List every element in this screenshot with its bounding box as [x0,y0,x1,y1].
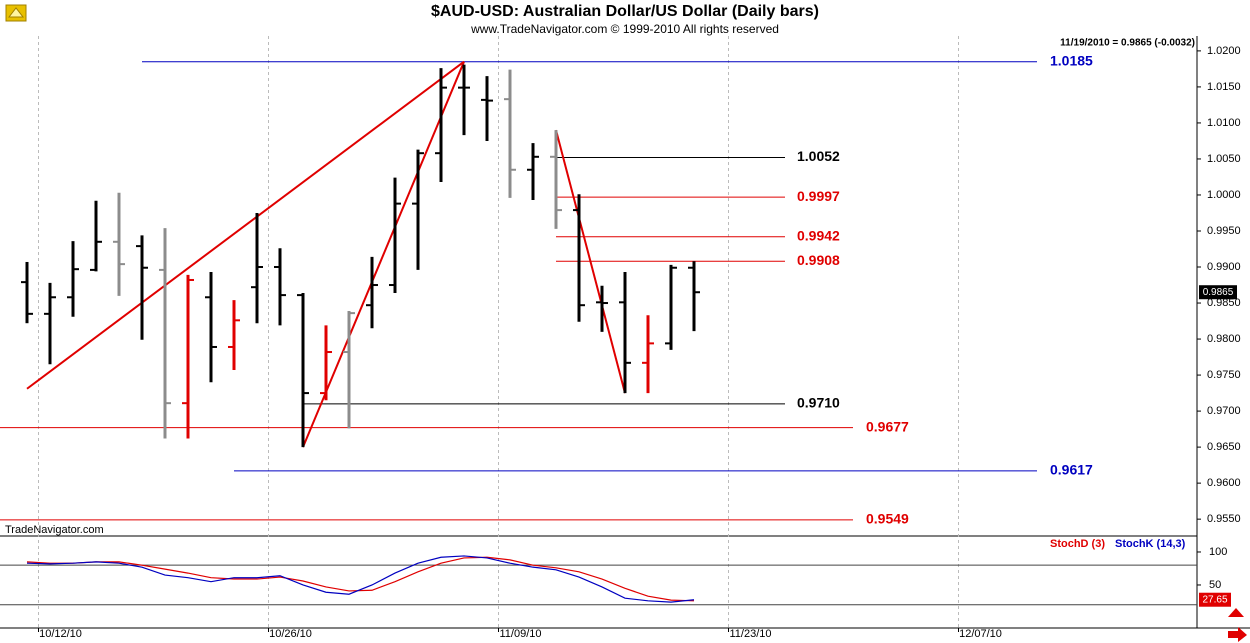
trend-line [26,60,465,390]
chart-subtitle: www.TradeNavigator.com © 1999-2010 All r… [470,22,779,36]
chart-title: $AUD-USD: Australian Dollar/US Dollar (D… [431,3,819,20]
y-tick-label: 1.0100 [1207,117,1241,129]
legend-entry: StochD (3) [1050,538,1105,550]
y-tick-label: 0.9750 [1207,369,1241,381]
watermark: TradeNavigator.com [5,524,104,536]
y-tick-label: 0.9850 [1207,297,1241,309]
nav-right[interactable] [1228,627,1247,642]
level-label: 0.9942 [797,227,840,243]
y-tick-label: 0.9600 [1207,477,1241,489]
last-price-label: 0.9865 [1203,287,1234,298]
level-label: 0.9710 [797,395,840,411]
nav-up[interactable] [1228,608,1244,617]
level-label: 0.9617 [1050,462,1093,478]
x-tick-label: 12/07/10 [959,628,1002,640]
level-label: 0.9997 [797,188,840,204]
x-tick-label: 10/12/10 [39,628,82,640]
y-tick-label: 0.9700 [1207,405,1241,417]
trend-line [302,61,465,448]
y-tick-label: 1.0000 [1207,189,1241,201]
y-tick-label: 0.9900 [1207,261,1241,273]
y-tick-label: 0.9800 [1207,333,1241,345]
level-label: 0.9677 [866,418,909,434]
logo [5,4,27,22]
y-tick-label: 0.9550 [1207,513,1241,525]
stoch-line [26,555,695,603]
last-value-label: 27.65 [1202,594,1227,605]
stoch-line [26,556,695,602]
level-label: 0.9908 [797,252,840,268]
y-tick-label: 1.0200 [1207,45,1241,57]
level-label: 1.0185 [1050,52,1093,68]
level-label: 0.9549 [866,511,909,527]
y-tick-label: 1.0050 [1207,153,1241,165]
x-tick-label: 11/09/10 [499,628,541,640]
last-price-box [1199,285,1237,300]
y-tick-label: 50 [1209,579,1221,591]
level-label: 1.0052 [797,148,840,164]
x-tick-label: 11/23/10 [729,628,771,640]
legend-entry: StochK (14,3) [1115,538,1186,550]
info: 11/19/2010 = 0.9865 (-0.0032) [1060,38,1195,49]
last-value-box [1199,592,1231,607]
y-tick-label: 100 [1209,546,1227,558]
y-tick-label: 1.0150 [1207,81,1241,93]
trend-line [555,129,626,394]
y-tick-label: 0.9650 [1207,441,1241,453]
y-tick-label: 0.9950 [1207,225,1241,237]
x-tick-label: 10/26/10 [269,628,312,640]
